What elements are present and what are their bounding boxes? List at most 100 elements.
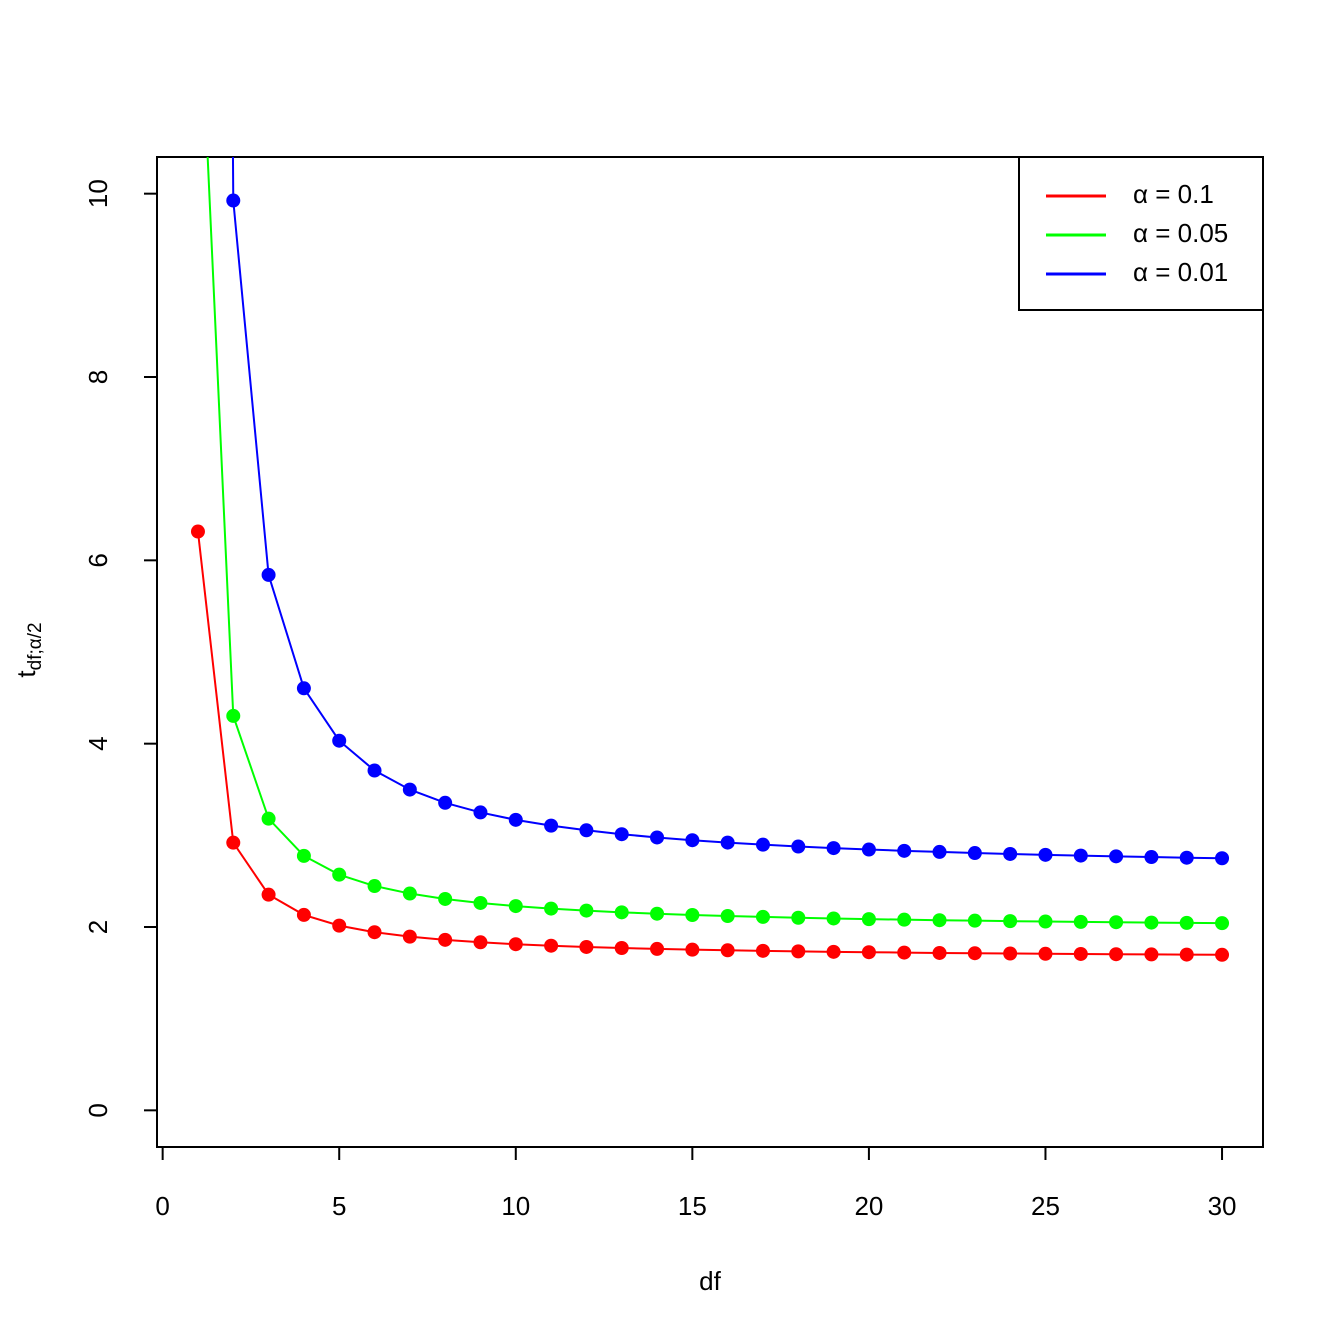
data-point xyxy=(226,708,241,723)
data-point xyxy=(1109,915,1124,930)
data-point xyxy=(190,524,205,539)
data-point xyxy=(226,835,241,850)
data-point xyxy=(614,940,629,955)
data-point xyxy=(1179,915,1194,930)
x-tick-label: 15 xyxy=(678,1191,707,1221)
data-point xyxy=(1215,851,1230,866)
data-point xyxy=(402,782,417,797)
data-point xyxy=(826,911,841,926)
data-point xyxy=(332,867,347,882)
data-point xyxy=(261,811,276,826)
data-point xyxy=(720,835,735,850)
data-point xyxy=(1073,914,1088,929)
data-point xyxy=(508,812,523,827)
x-tick-label: 20 xyxy=(854,1191,883,1221)
data-point xyxy=(438,795,453,810)
data-point xyxy=(1038,914,1053,929)
y-tick-label: 6 xyxy=(83,553,113,567)
data-point xyxy=(650,941,665,956)
data-point xyxy=(1109,849,1124,864)
data-point xyxy=(367,925,382,940)
data-point xyxy=(1073,946,1088,961)
data-point xyxy=(1109,947,1124,962)
data-point xyxy=(755,837,770,852)
data-point xyxy=(685,942,700,957)
y-tick-label: 0 xyxy=(83,1103,113,1117)
data-point xyxy=(791,910,806,925)
data-point xyxy=(932,913,947,928)
data-point xyxy=(473,895,488,910)
y-axis-label: tdf;α/2 xyxy=(11,622,46,677)
data-point xyxy=(544,938,559,953)
data-point xyxy=(579,939,594,954)
y-tick-label: 4 xyxy=(83,736,113,750)
data-point xyxy=(1144,915,1159,930)
data-point xyxy=(438,932,453,947)
data-point xyxy=(755,943,770,958)
data-point xyxy=(720,909,735,923)
data-point xyxy=(1215,916,1230,931)
data-point xyxy=(579,903,594,918)
data-point xyxy=(826,944,841,959)
series-line xyxy=(231,157,1223,860)
data-point xyxy=(897,843,912,858)
data-point xyxy=(367,879,382,894)
data-point xyxy=(296,681,311,696)
data-point xyxy=(1003,846,1018,861)
data-point xyxy=(332,733,347,748)
data-point xyxy=(932,945,947,960)
data-point xyxy=(1003,914,1018,929)
data-point xyxy=(650,906,665,921)
x-tick-label: 10 xyxy=(501,1191,530,1221)
data-point xyxy=(897,912,912,927)
data-point xyxy=(402,886,417,901)
y-label-subscript: df;α/2 xyxy=(25,622,46,670)
data-point xyxy=(932,844,947,859)
y-tick-label: 10 xyxy=(83,179,113,208)
legend-label: α = 0.05 xyxy=(1133,218,1228,248)
data-point xyxy=(1144,850,1159,865)
data-point xyxy=(720,943,735,958)
series-line xyxy=(196,531,1223,956)
data-point xyxy=(650,830,665,845)
data-point xyxy=(1038,847,1053,862)
series-line xyxy=(206,157,1223,925)
data-point xyxy=(544,818,559,833)
data-point xyxy=(226,193,241,208)
x-tick-label: 25 xyxy=(1031,1191,1060,1221)
data-point xyxy=(967,913,982,928)
data-point xyxy=(791,839,806,854)
data-point xyxy=(967,846,982,861)
data-point xyxy=(508,899,523,914)
data-point xyxy=(261,887,276,902)
y-label-main: t xyxy=(11,670,41,678)
plot-area xyxy=(190,157,1230,962)
x-tick-label: 30 xyxy=(1208,1191,1237,1221)
x-tick-label: 0 xyxy=(155,1191,169,1221)
data-point xyxy=(332,918,347,933)
data-point xyxy=(1073,848,1088,863)
data-point xyxy=(685,833,700,848)
data-point xyxy=(826,841,841,856)
data-point xyxy=(579,823,594,838)
data-point xyxy=(544,901,559,916)
data-point xyxy=(791,944,806,959)
data-point xyxy=(473,935,488,950)
legend-label: α = 0.01 xyxy=(1133,257,1228,287)
data-point xyxy=(614,827,629,842)
y-tick-label: 2 xyxy=(83,920,113,934)
data-point xyxy=(861,912,876,927)
data-point xyxy=(1179,947,1194,962)
x-tick-label: 5 xyxy=(332,1191,346,1221)
data-point xyxy=(1144,947,1159,962)
data-point xyxy=(861,842,876,857)
data-point xyxy=(1038,946,1053,961)
data-point xyxy=(755,909,770,924)
data-point xyxy=(1003,946,1018,961)
data-point xyxy=(296,907,311,922)
data-point xyxy=(861,945,876,960)
data-point xyxy=(402,929,417,944)
data-point xyxy=(897,945,912,960)
data-point xyxy=(614,905,629,920)
